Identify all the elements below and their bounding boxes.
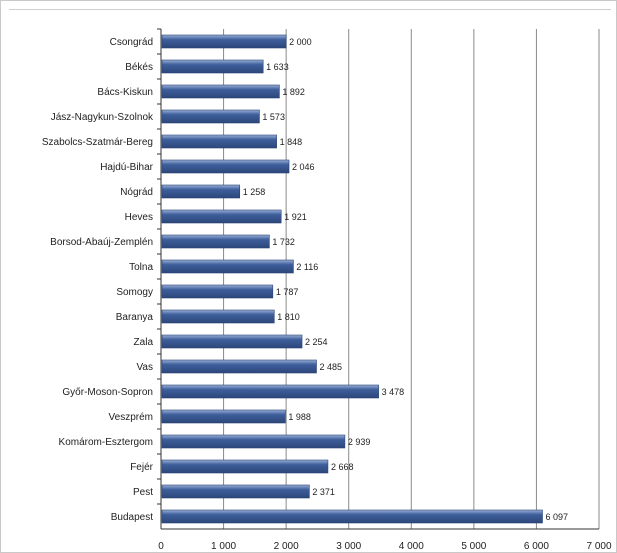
x-tick-label: 2 000 (274, 541, 299, 552)
category-label: Győr-Moson-Sopron (62, 387, 153, 398)
x-tick-label: 7 000 (586, 541, 611, 552)
x-tick-label: 6 000 (524, 541, 549, 552)
bar (161, 384, 379, 399)
category-label: Baranya (116, 312, 154, 323)
bar (161, 109, 260, 124)
x-tick-label: 5 000 (461, 541, 486, 552)
value-label: 1 732 (272, 237, 295, 247)
bar (161, 309, 275, 324)
bar (161, 459, 329, 474)
category-label: Jász-Nagykun-Szolnok (51, 112, 154, 123)
category-label: Hajdú-Bihar (100, 162, 153, 173)
bar (161, 409, 286, 424)
bar (161, 209, 282, 224)
value-label: 2 371 (312, 487, 335, 497)
category-label: Heves (125, 212, 153, 223)
bar (161, 159, 290, 174)
bar (161, 359, 317, 374)
value-label: 2 116 (296, 262, 318, 272)
bar (161, 184, 241, 199)
bar (161, 284, 274, 299)
value-label: 1 988 (288, 412, 311, 422)
bar (161, 484, 310, 499)
category-label: Somogy (116, 287, 153, 298)
bar (161, 334, 303, 349)
value-label: 2 485 (319, 362, 342, 372)
value-label: 2 046 (292, 162, 315, 172)
value-label: 1 573 (262, 112, 285, 122)
value-label: 1 633 (266, 62, 289, 72)
title-rule (9, 9, 611, 10)
value-label: 1 892 (282, 87, 305, 97)
category-label: Zala (134, 337, 154, 348)
category-label: Pest (133, 487, 153, 498)
value-label: 1 810 (277, 312, 300, 322)
x-tick-label: 0 (158, 541, 164, 552)
category-label: Komárom-Esztergom (59, 437, 153, 448)
category-label: Békés (125, 62, 153, 73)
category-label: Nógrád (120, 187, 153, 198)
value-label: 1 258 (243, 187, 266, 197)
value-label: 1 848 (280, 137, 303, 147)
category-label: Csongrád (110, 37, 153, 48)
x-tick-label: 1 000 (211, 541, 236, 552)
category-label: Vas (137, 362, 154, 373)
value-label: 1 787 (276, 287, 299, 297)
bar (161, 34, 287, 49)
category-label: Fejér (130, 462, 153, 473)
bar (161, 234, 270, 249)
value-label: 6 097 (545, 512, 568, 522)
category-label: Szabolcs-Szatmár-Bereg (42, 137, 153, 148)
x-tick-label: 4 000 (399, 541, 424, 552)
bar (161, 434, 346, 449)
value-label: 2 254 (305, 337, 328, 347)
bar (161, 134, 277, 149)
value-label: 2 000 (289, 37, 312, 47)
bar (161, 259, 294, 274)
category-label: Tolna (129, 262, 153, 273)
value-label: 1 921 (284, 212, 307, 222)
category-label: Borsod-Abaúj-Zemplén (50, 237, 153, 248)
bar (161, 509, 543, 524)
category-label: Budapest (111, 512, 153, 523)
value-label: 2 939 (348, 437, 371, 447)
category-label: Bács-Kiskun (97, 87, 153, 98)
value-label: 3 478 (382, 387, 405, 397)
value-label: 2 668 (331, 462, 354, 472)
x-tick-label: 3 000 (336, 541, 361, 552)
category-label: Veszprém (109, 412, 153, 423)
bar (161, 84, 280, 99)
bar (161, 59, 264, 74)
